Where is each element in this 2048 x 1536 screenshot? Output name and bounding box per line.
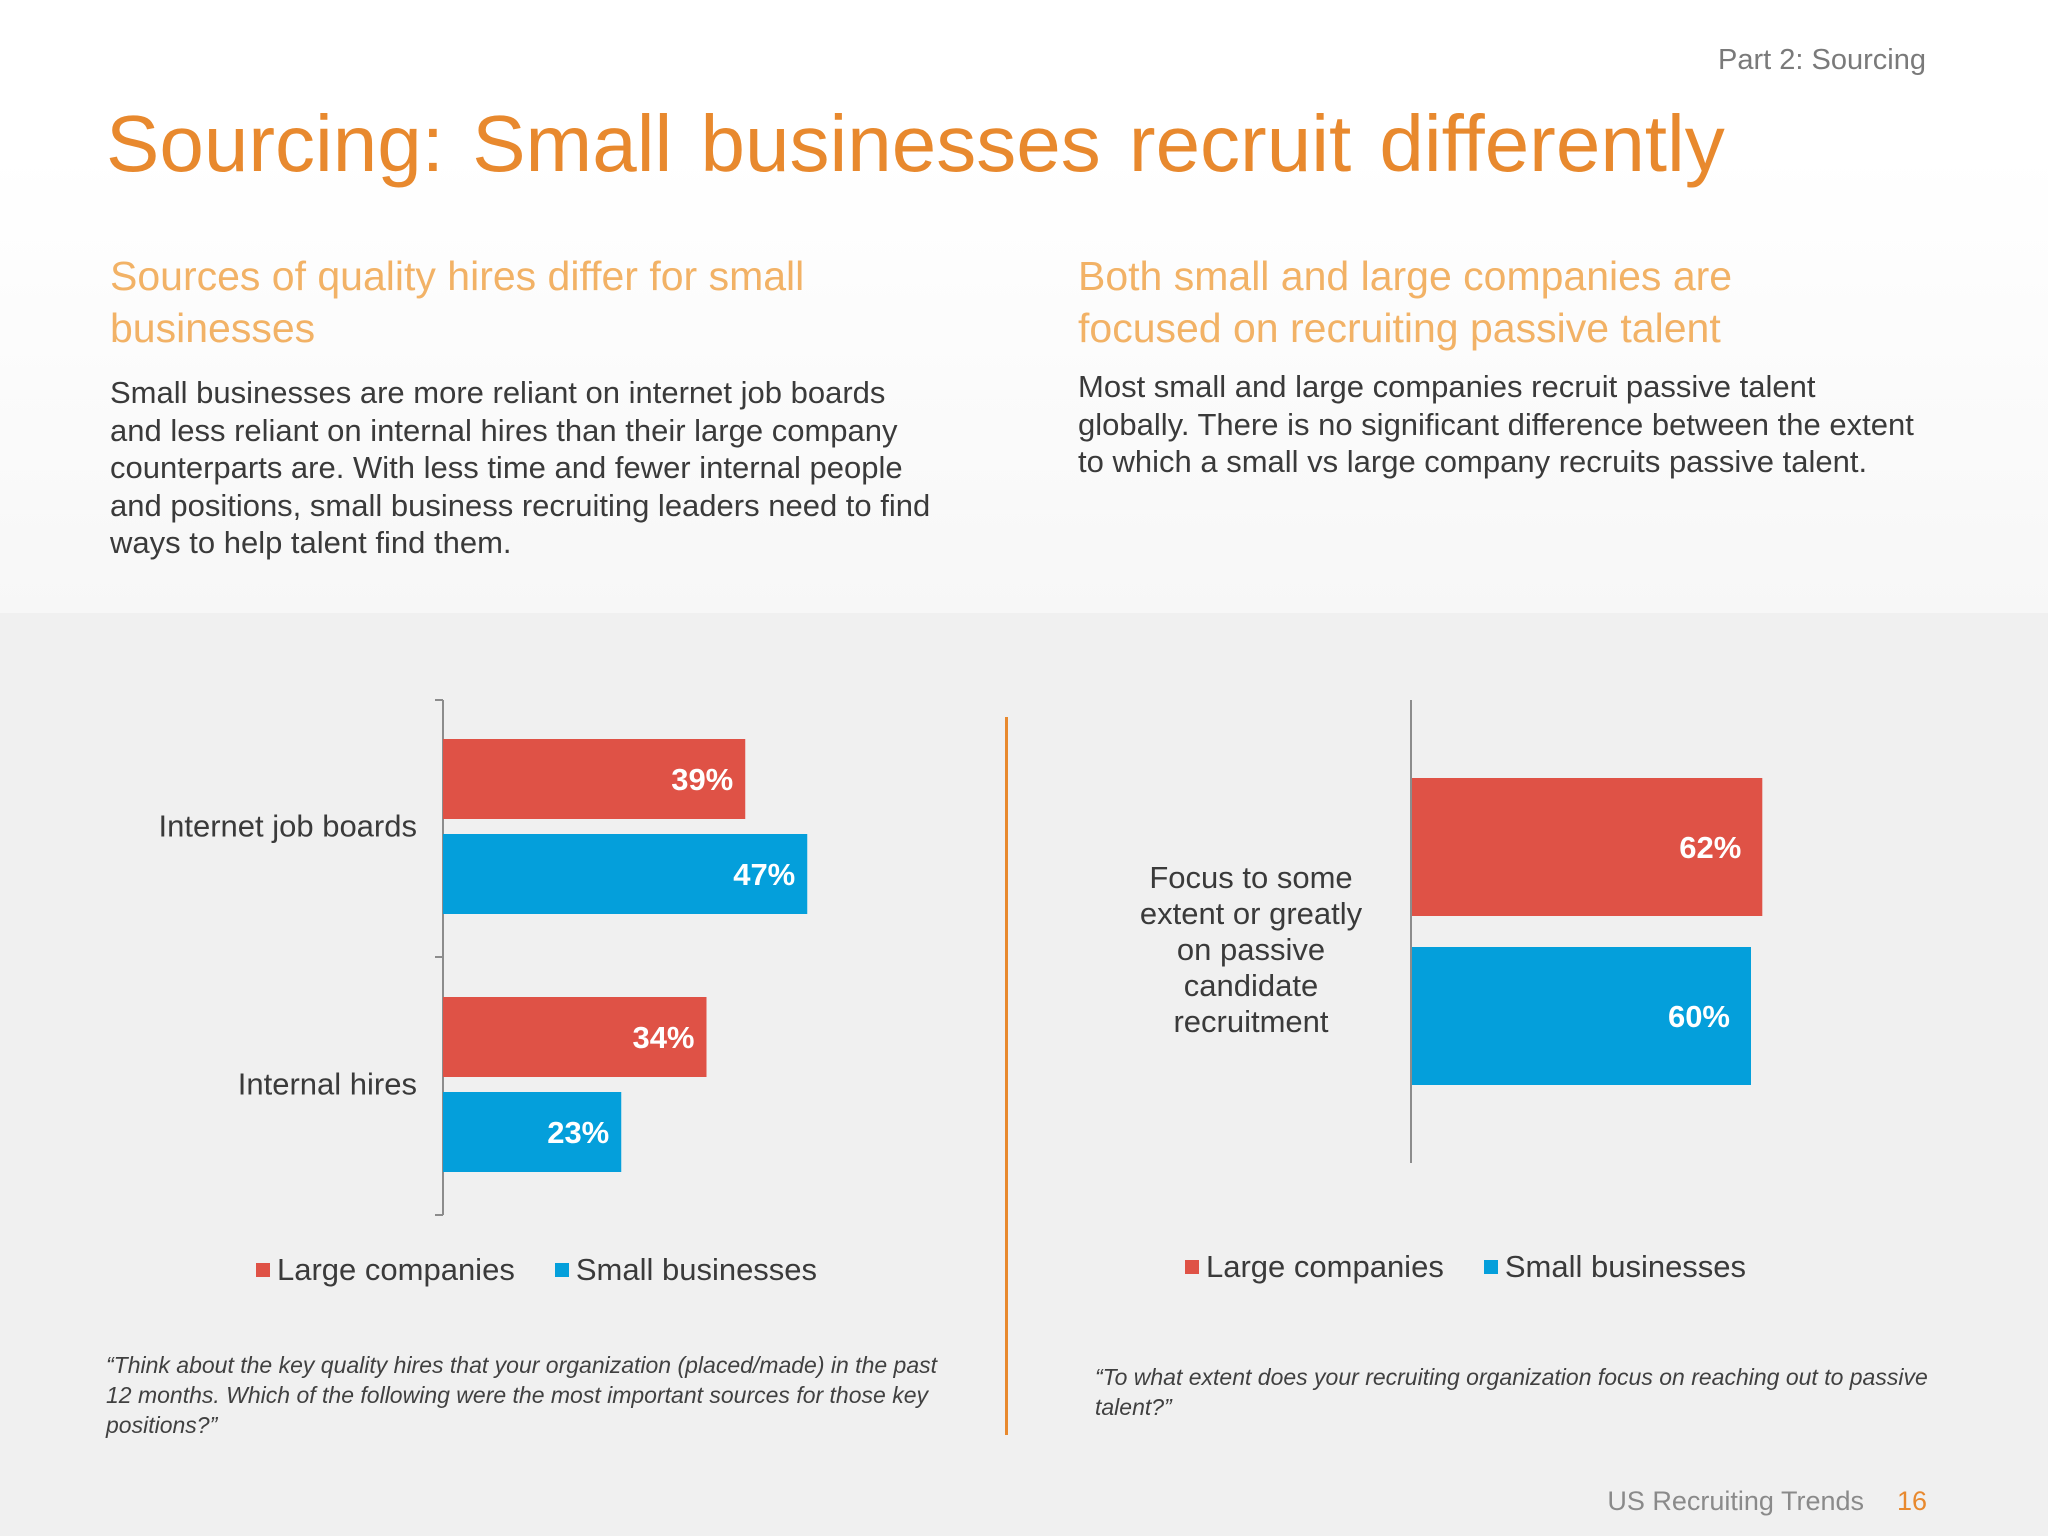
left-heading: Sources of quality hires differ for smal…	[110, 253, 805, 351]
page-number: 16	[1896, 1486, 1927, 1516]
right-heading: Both small and large companies are focus…	[1078, 253, 1733, 351]
legend-small: Small businesses	[1483, 1249, 1747, 1285]
legend-large: Large companies	[1185, 1249, 1444, 1285]
legend-label-large: Large companies	[1206, 1249, 1444, 1284]
bar-large	[443, 739, 746, 819]
category-label: Focus to some extent or greatly on passive…	[1140, 860, 1363, 1039]
bar-large	[1412, 778, 1763, 916]
data-label: 23%	[547, 1115, 609, 1150]
legend-large: Large companies	[256, 1252, 515, 1288]
bar-large	[443, 997, 707, 1077]
footer-text: US Recruiting Trends	[1607, 1486, 1864, 1516]
header-band	[0, 0, 2048, 613]
legend-label-small: Small businesses	[1504, 1249, 1747, 1284]
legend-label-large: Large companies	[277, 1252, 515, 1287]
data-label: 60%	[1668, 999, 1730, 1034]
legend-swatch-small	[1483, 1260, 1498, 1274]
category-label: Internal hires	[238, 1067, 417, 1102]
legend-swatch-small	[554, 1263, 569, 1277]
bar-small	[443, 1092, 622, 1172]
sources-legend: Large companies Small businesses	[256, 1252, 857, 1288]
passive-legend: Large companies Small businesses	[1185, 1249, 1786, 1285]
data-label: 34%	[632, 1020, 694, 1055]
legend-swatch-large	[256, 1263, 270, 1277]
right-body: Most small and large companies recruit p…	[1078, 369, 1914, 479]
section-label: Part 2: Sourcing	[1718, 44, 1926, 76]
data-label: 62%	[1679, 830, 1741, 865]
bar-small	[1412, 947, 1751, 1085]
category-label: Internet job boards	[158, 809, 417, 844]
legend-label-small: Small businesses	[575, 1252, 818, 1287]
right-survey-question: “To what extent does your recruiting org…	[1095, 1364, 1928, 1420]
left-body: Small businesses are more reliant on int…	[110, 375, 931, 560]
bar-small	[443, 834, 808, 914]
data-label: 39%	[671, 762, 733, 797]
left-survey-question: “Think about the key quality hires that …	[106, 1352, 938, 1438]
legend-small: Small businesses	[554, 1252, 818, 1288]
sources-chart: 39% 47% Internet job boards 34% 23% Internal …	[158, 699, 808, 1216]
column-divider	[1005, 717, 1008, 1435]
page-title: Sourcing: Small businesses recruit diffe…	[106, 99, 1725, 188]
legend-swatch-large	[1185, 1260, 1199, 1274]
passive-talent-chart: 62% 60% Focus to some extent or greatly on p…	[1140, 700, 1763, 1163]
data-label: 47%	[733, 857, 795, 892]
